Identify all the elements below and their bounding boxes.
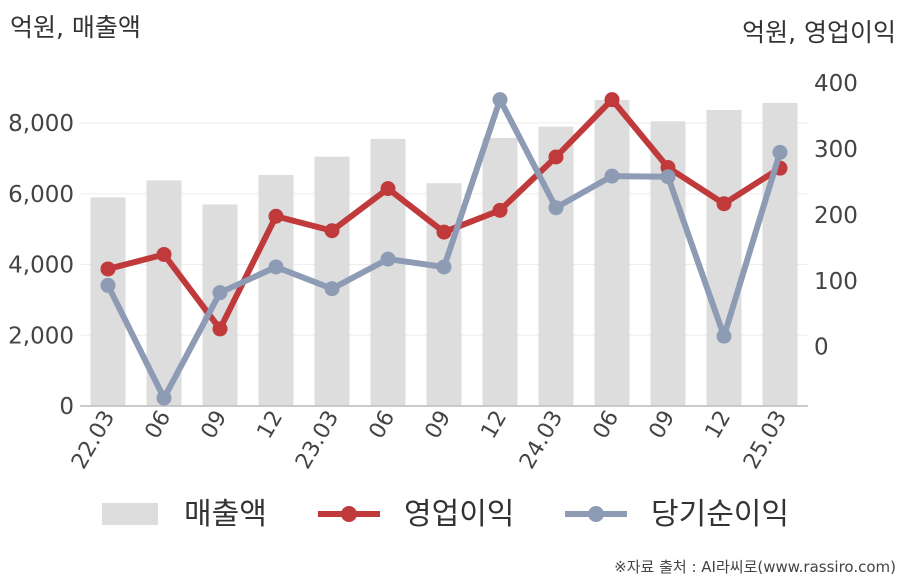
right-tick-label-1: 100 — [814, 269, 858, 295]
right-axis-ticks: 0 100 200 300 400 — [814, 71, 858, 361]
legend-swatch-sales — [102, 503, 158, 525]
x-tick-label-2: 09 — [197, 407, 233, 444]
point-2-5 — [380, 251, 396, 267]
x-tick-label-11: 12 — [701, 407, 737, 444]
point-2-10 — [660, 169, 676, 185]
x-tick-label-5: 06 — [365, 407, 401, 444]
point-1-7 — [492, 202, 508, 218]
point-2-3 — [268, 259, 284, 275]
x-tick-label-3: 12 — [253, 407, 289, 444]
point-2-0 — [100, 277, 116, 293]
x-tick-label-10: 09 — [645, 407, 681, 444]
right-tick-label-0: 0 — [814, 335, 829, 361]
point-1-0 — [100, 261, 116, 277]
point-2-9 — [604, 168, 620, 184]
bar-9 — [594, 100, 630, 406]
point-1-8 — [548, 149, 564, 165]
left-axis-unit: 억원, 매출액 — [10, 13, 141, 42]
point-2-12 — [772, 144, 788, 160]
line-series — [100, 92, 788, 406]
x-tick-label-6: 09 — [421, 407, 457, 444]
bar-0 — [90, 197, 126, 406]
legend: 매출액 영업이익 당기순이익 — [102, 497, 789, 532]
left-tick-label-0: 0 — [59, 394, 74, 420]
right-tick-label-3: 300 — [814, 137, 858, 163]
bar-7 — [482, 137, 518, 407]
x-tick-label-7: 12 — [477, 407, 513, 444]
point-2-6 — [436, 259, 452, 275]
bar-5 — [370, 138, 406, 406]
point-1-9 — [604, 92, 620, 108]
legend-label-operating: 영업이익 — [404, 497, 514, 532]
legend-label-sales: 매출액 — [184, 497, 267, 532]
point-2-7 — [492, 92, 508, 108]
point-1-3 — [268, 208, 284, 224]
point-2-1 — [156, 390, 172, 406]
left-tick-label-4: 8,000 — [8, 111, 74, 137]
left-tick-label-3: 6,000 — [8, 182, 74, 208]
point-2-11 — [716, 328, 732, 344]
x-tick-label-12: 25.03 — [739, 407, 792, 474]
left-tick-label-1: 2,000 — [8, 323, 74, 349]
point-1-5 — [380, 181, 396, 197]
bar-11 — [706, 109, 742, 407]
legend-marker-operating — [341, 506, 357, 522]
right-tick-label-4: 400 — [814, 71, 858, 97]
point-1-6 — [436, 224, 452, 240]
x-tick-label-9: 06 — [589, 407, 625, 444]
legend-marker-net — [588, 506, 604, 522]
x-tick-label-0: 22.03 — [67, 407, 120, 474]
point-2-4 — [324, 281, 340, 297]
x-tick-label-1: 06 — [141, 407, 177, 444]
point-2-8 — [548, 200, 564, 216]
x-tick-label-4: 23.03 — [291, 407, 344, 474]
x-axis-ticks: 22.03 06 09 12 23.03 06 09 12 24.03 06 09 12 25.03 — [67, 407, 792, 474]
point-2-2 — [212, 285, 228, 301]
point-1-4 — [324, 223, 340, 239]
left-axis-ticks: 0 2,000 4,000 6,000 8,000 — [8, 111, 74, 420]
point-1-1 — [156, 246, 172, 262]
x-tick-label-8: 24.03 — [515, 407, 568, 474]
bar-6 — [426, 183, 462, 406]
point-1-11 — [716, 196, 732, 212]
point-1-2 — [212, 321, 228, 337]
left-tick-label-2: 4,000 — [8, 253, 74, 279]
bar-8 — [538, 126, 574, 406]
source-note: ※자료 출처 : AI라씨로(www.rassiro.com) — [614, 558, 896, 576]
right-axis-unit: 억원, 영업이익 — [742, 18, 896, 47]
bar-series — [90, 100, 798, 407]
right-tick-label-2: 200 — [814, 203, 858, 229]
legend-label-net: 당기순이익 — [651, 497, 789, 532]
